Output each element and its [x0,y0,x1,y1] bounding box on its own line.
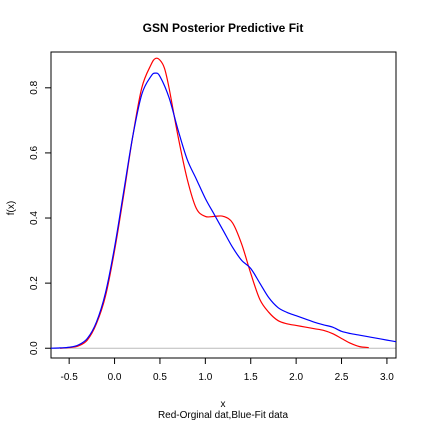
y-tick-label: 0.6 [29,146,40,160]
x-tick-label: 2.0 [289,372,303,383]
x-tick-label: 1.5 [244,372,258,383]
y-tick-label: 0.0 [29,341,40,355]
plot-frame [50,51,397,359]
x-tick-label: 2.5 [335,372,349,383]
x-tick-label: 0.5 [153,372,167,383]
x-tick-label: 1.0 [198,372,212,383]
x-tick-label: 0.0 [108,372,122,383]
series-line-blue [51,72,396,349]
y-tick-label: 0.8 [29,80,40,94]
y-tick-label: 0.2 [29,276,40,290]
chart-title: GSN Posterior Predictive Fit [143,21,304,35]
plot-area: -0.5 0.0 0.5 1.0 1.5 2.0 2.5 3.0 0.0 0.2 0.4 0.6 0.8 [29,51,397,383]
series-line-red [60,57,369,349]
y-tick-label: 0.4 [29,211,40,225]
y-axis-label: f(x) [6,201,17,215]
x-axis-label: x [221,399,226,410]
x-tick-label: 3.0 [380,372,394,383]
x-tick-label: -0.5 [61,372,79,383]
x-axis-sublabel: Red-Orginal dat,Blue-Fit data [158,410,289,421]
